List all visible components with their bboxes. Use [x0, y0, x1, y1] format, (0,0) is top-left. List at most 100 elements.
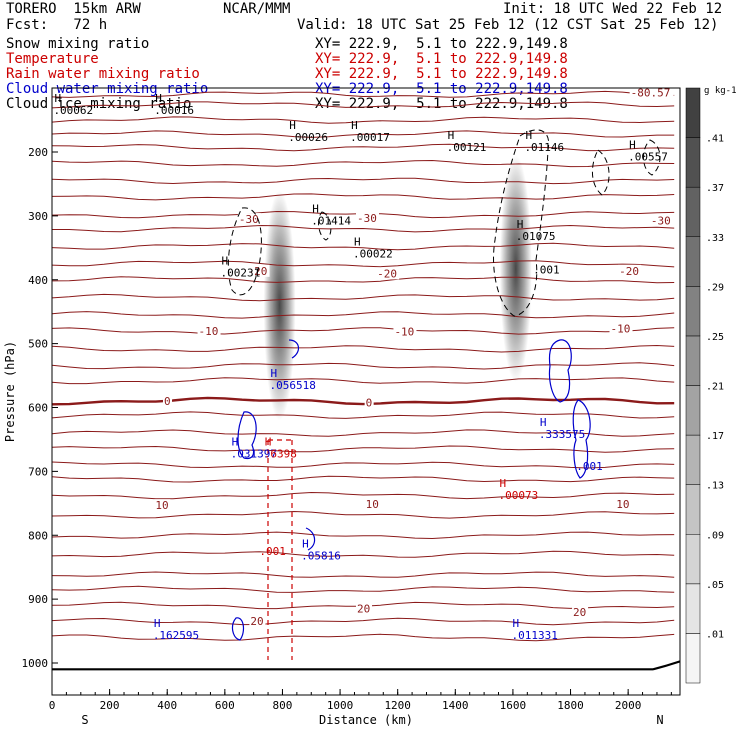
colorbar-label: .21: [706, 382, 724, 393]
isotherm-line: [52, 585, 675, 593]
plot-frame: [51, 87, 681, 696]
colorbar-swatch: [685, 286, 701, 337]
isotherm-line: [52, 429, 675, 437]
max-marker-h: H: [629, 138, 636, 151]
isotherm-label-bg: [237, 213, 261, 226]
y-tick-label: 500: [28, 338, 48, 351]
isotherm-label-bg: [609, 322, 633, 335]
max-value-label: .001: [533, 263, 560, 276]
y-tick-label: 300: [28, 210, 48, 223]
rain-contour: [267, 439, 293, 660]
isotherm-label-bg: [615, 497, 632, 510]
isotherm-label-bg: [629, 88, 674, 99]
x-tick-label: 1800: [557, 699, 584, 712]
max-value-label: .6398: [264, 447, 297, 460]
max-marker-h: H: [302, 538, 309, 551]
isotherm-label: -10: [394, 325, 414, 338]
max-marker-h: H: [232, 435, 239, 448]
max-marker-h: H: [222, 255, 229, 268]
field-xy-snow: XY= 222.9, 5.1 to 222.9,149.8: [315, 36, 568, 52]
y-tick-label: 1000: [22, 657, 49, 670]
isotherm-label: -30: [651, 214, 671, 227]
isotherm-line: [52, 224, 675, 233]
colorbar-label: .37: [706, 183, 724, 194]
colorbar-label: .17: [706, 431, 724, 442]
max-marker-h: H: [154, 617, 161, 630]
isotherm-line: [52, 377, 675, 385]
isotherm-label: 10: [366, 498, 379, 511]
colorbar-swatch: [685, 186, 701, 238]
isotherm-label-bg: [572, 605, 589, 618]
isotherm-line: [52, 101, 675, 109]
isotherm-label: -80.57: [631, 87, 671, 100]
isotherm-label-bg: [649, 214, 673, 227]
isotherm-layer: -80.57-30 -30 -30-20 -20 -20-10 -10 -100 010 10 1…: [52, 87, 675, 642]
max-value-label: .031397: [231, 447, 277, 460]
colorbar-swatch: [685, 434, 701, 485]
isotherm-label-bg: [356, 211, 379, 224]
isotherm-line: [52, 311, 675, 319]
x-tick-label: 800: [273, 699, 293, 712]
colorbar-swatch: [685, 583, 701, 634]
max-value-label: .056518: [269, 379, 315, 392]
field-label-cloud-water: Cloud water mixing ratio: [6, 81, 209, 97]
isotherm-label-bg: [197, 324, 221, 337]
field-label-rain: Rain water mixing ratio: [6, 66, 200, 82]
max-value-label: .00062: [53, 104, 93, 117]
isotherm-line: [52, 510, 675, 519]
isotherm-line: [52, 276, 675, 284]
isotherm-label: 10: [616, 498, 629, 511]
max-marker-h: H: [155, 92, 162, 105]
colorbar: .01 .05 .09 .13 .17 .21 .25 .29 .33 .37 .41 g kg-1: [685, 86, 737, 684]
max-value-label: .01075: [516, 230, 556, 243]
x-tick-label: 600: [215, 699, 235, 712]
org-label: NCAR/MMM: [223, 1, 291, 17]
max-value-label: .00557: [628, 150, 668, 163]
snow-column-1: [499, 155, 532, 382]
isotherm-line: [52, 116, 675, 124]
field-xy-cloud-ice: XY= 222.9, 5.1 to 222.9,149.8: [315, 96, 568, 112]
x-tick-label: 0: [49, 699, 56, 712]
isotherm-line: [52, 531, 675, 540]
isotherm-label-bg: [393, 325, 417, 338]
y-tick-label: 200: [28, 146, 48, 159]
colorbar-label: .01: [706, 629, 724, 640]
colorbar-swatch: [685, 87, 701, 138]
isotherm-line: [52, 344, 675, 353]
isotherm-label-bg: [356, 602, 372, 615]
isotherm-line: [52, 475, 675, 483]
colorbar-swatch: [685, 385, 701, 436]
max-marker-h: H: [525, 129, 532, 142]
isotherm-line: [52, 571, 675, 578]
isotherm-label-bg: [376, 267, 400, 280]
isotherm-label: -10: [199, 325, 219, 338]
isotherm-line: [52, 411, 675, 419]
max-value-label: .00016: [154, 104, 194, 117]
max-marker-h: H: [54, 92, 61, 105]
cloud-contour: [231, 617, 245, 641]
cloud-contour: [237, 411, 257, 460]
snow-contour: [592, 149, 610, 196]
isotherm-label-bg: [364, 396, 374, 409]
x-tick-label: 1600: [500, 699, 527, 712]
cloud-contour: [548, 339, 572, 403]
isotherm-line: [52, 445, 675, 453]
x-tick-label: 1000: [327, 699, 354, 712]
y-tick-label: 800: [28, 529, 48, 542]
isotherm-line: [52, 130, 675, 138]
isotherm-label: 20: [250, 615, 263, 628]
model-title: TORERO 15km ARW: [6, 1, 141, 17]
max-marker-h: H: [351, 119, 358, 132]
axes-layer: 0 200 400 600 800 1000 1200 1400 1600 1800 2000200…: [3, 87, 681, 727]
x-tick-label: 1400: [442, 699, 469, 712]
max-marker-h: H: [270, 367, 277, 380]
max-value-label: .333575: [539, 428, 585, 441]
x-tick-label: 400: [157, 699, 177, 712]
isotherm-label: 10: [155, 499, 168, 512]
max-marker-h: H: [500, 477, 507, 490]
max-value-label: .01146: [524, 141, 564, 154]
valid-time: Valid: 18 UTC Sat 25 Feb 12 (12 CST Sat …: [297, 17, 719, 33]
isotherm-line: [52, 327, 675, 335]
